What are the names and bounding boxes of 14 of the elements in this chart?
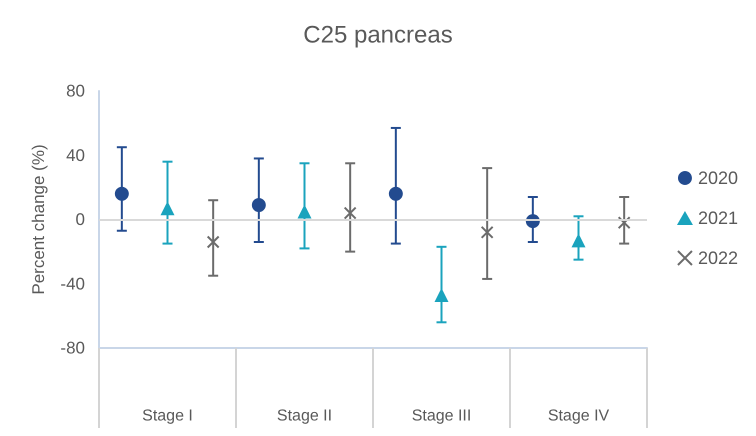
y-tick-label: 80 [66, 82, 85, 100]
chart-title: C25 pancreas [303, 22, 453, 48]
y-tick-label: -80 [60, 338, 85, 358]
y-tick-label: -40 [60, 274, 85, 294]
legend-label: 2021 [698, 208, 738, 228]
x-tick-label: Stage I [142, 408, 193, 424]
x-tick-label: Stage II [276, 408, 332, 424]
legend-label: 2020 [698, 168, 738, 188]
y-axis-title: Percent change (%) [29, 144, 48, 295]
legend-label: 2022 [698, 248, 738, 268]
y-tick-label: 40 [66, 146, 85, 165]
x-tick-label: Stage III [412, 408, 472, 424]
x-tick-label: Stage IV [548, 408, 610, 424]
y-tick-label: 0 [76, 210, 85, 229]
